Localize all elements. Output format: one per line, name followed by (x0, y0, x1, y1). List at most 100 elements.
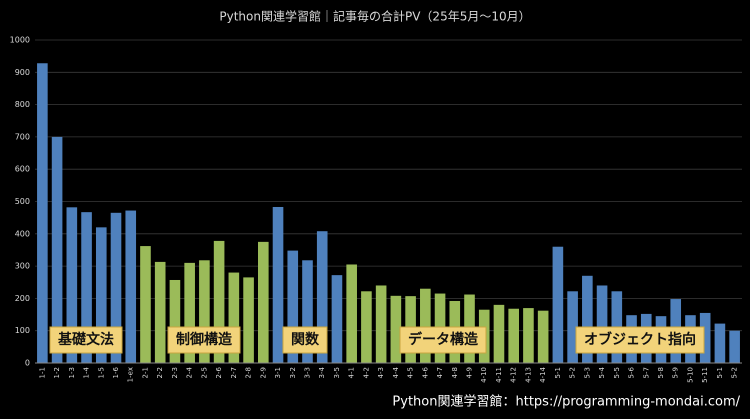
section-label: 関数 (282, 326, 328, 354)
section-label-text: オブジェクト指向 (584, 331, 696, 348)
bar (361, 291, 372, 363)
bar (287, 250, 299, 363)
bar (508, 308, 520, 363)
x-tick-label: 2-4 (186, 366, 194, 378)
bar (184, 262, 195, 363)
bar (228, 272, 240, 363)
x-tick-label: 4-2 (362, 367, 370, 378)
x-tick-label: 2-5 (200, 367, 208, 378)
bar (95, 227, 107, 363)
x-tick-label: 1-4 (83, 366, 91, 378)
section-label: 制御構造 (167, 326, 241, 354)
bar (552, 246, 564, 363)
x-tick-label: 2-6 (215, 366, 223, 378)
section-label-box (575, 326, 705, 354)
x-tick-label: 5-1 (554, 367, 562, 378)
section-label-box (49, 326, 123, 354)
y-tick-label: 200 (15, 294, 30, 303)
section-label-box (399, 326, 487, 354)
bar (257, 241, 269, 363)
bar (154, 261, 166, 363)
y-tick-label: 400 (15, 229, 30, 238)
bar (567, 291, 578, 363)
watermark: Python関連学習館：https://programming-mondai.c… (392, 394, 740, 410)
x-tick-label: 2-2 (156, 367, 164, 378)
x-tick-label: 5-1 (716, 367, 724, 378)
x-tick-label: 1-ex (127, 367, 135, 382)
x-tick-label: 4-1 (348, 367, 356, 378)
section-label-text: データ構造 (408, 331, 478, 348)
x-tick-label: 4-8 (451, 367, 459, 378)
x-tick-label: 4-6 (421, 366, 429, 378)
y-tick-label: 300 (15, 262, 30, 271)
bar (272, 206, 284, 363)
x-tick-label: 4-4 (392, 366, 400, 378)
x-tick-label: 1-5 (97, 367, 105, 378)
x-tick-label: 3-1 (274, 367, 282, 378)
y-tick-label: 100 (15, 326, 30, 335)
x-tick-label: 4-11 (495, 367, 503, 383)
x-tick-label: 5-10 (686, 367, 694, 383)
x-tick-label: 5-9 (672, 367, 680, 378)
x-tick-label: 1-3 (68, 367, 76, 378)
bar (390, 295, 402, 363)
y-tick-label: 700 (15, 132, 30, 141)
x-tick-label: 5-11 (701, 367, 709, 383)
x-tick-label: 3-3 (303, 367, 311, 378)
bar (537, 310, 549, 363)
bar (243, 277, 254, 363)
bar (316, 231, 328, 363)
x-tick-label: 4-3 (377, 367, 385, 378)
x-tick-label: 5-2 (569, 367, 577, 378)
y-tick-label: 800 (15, 100, 30, 109)
x-tick-label: 5-3 (583, 367, 591, 378)
y-tick-label: 900 (15, 68, 30, 77)
bar (37, 63, 48, 363)
bar (493, 304, 505, 363)
section-label-text: 制御構造 (176, 331, 232, 348)
section-label: オブジェクト指向 (575, 326, 705, 354)
x-tick-label: 4-7 (436, 367, 444, 378)
bar (714, 323, 726, 363)
x-tick-label: 4-5 (407, 367, 415, 378)
bar (51, 136, 63, 363)
x-tick-label: 4-10 (480, 367, 488, 383)
y-tick-label: 0 (25, 359, 30, 368)
y-tick-label: 500 (15, 197, 30, 206)
bar (169, 279, 181, 363)
x-tick-label: 4-12 (510, 367, 518, 383)
y-tick-label: 1000 (10, 36, 30, 45)
section-label: 基礎文法 (49, 326, 123, 354)
bar (331, 275, 343, 363)
y-tick-label: 600 (15, 165, 30, 174)
bar (110, 212, 122, 363)
x-tick-label: 2-9 (259, 367, 267, 378)
x-tick-label: 3-4 (318, 366, 326, 378)
x-tick-label: 4-13 (524, 367, 532, 383)
x-tick-label: 5-7 (642, 367, 650, 378)
bar (420, 288, 431, 363)
x-tick-label: 2-7 (230, 367, 238, 378)
x-tick-label: 1-1 (38, 367, 46, 378)
x-tick-label: 5-2 (731, 367, 739, 378)
x-tick-label: 2-3 (171, 367, 179, 378)
bar (699, 312, 711, 363)
x-tick-label: 3-2 (289, 367, 297, 378)
bar (523, 308, 534, 363)
x-tick-label: 5-5 (613, 367, 621, 378)
bar (582, 275, 593, 363)
bar (199, 260, 210, 363)
bar (302, 260, 313, 363)
x-tick-label: 2-8 (245, 367, 253, 378)
section-label-box (167, 326, 241, 354)
bar (346, 264, 357, 363)
section-label-box (282, 326, 328, 354)
bar (81, 212, 92, 363)
x-tick-label: 1-6 (112, 366, 120, 378)
section-label-text: 基礎文法 (58, 331, 114, 348)
bar (66, 207, 78, 363)
bar (729, 330, 740, 363)
x-tick-label: 4-14 (539, 366, 547, 382)
